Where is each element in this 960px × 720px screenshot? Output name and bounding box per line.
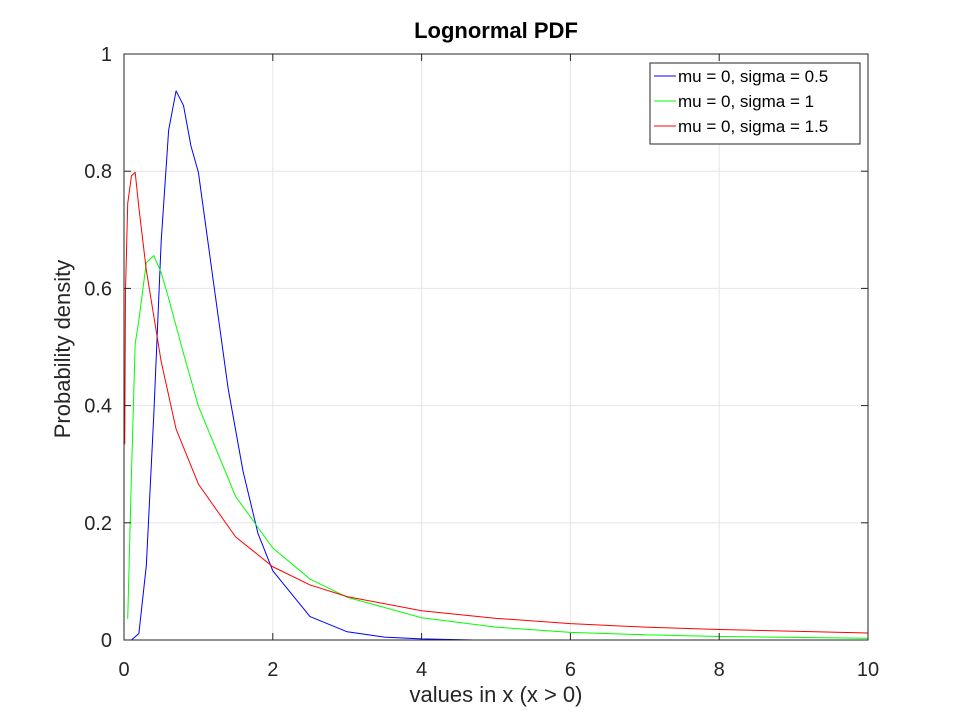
y-tick-label: 0.8 [84,161,112,183]
y-tick-label: 0.2 [84,513,112,535]
legend-label-1: mu = 0, sigma = 0.5 [678,67,828,86]
chart-title: Lognormal PDF [414,18,578,43]
y-axis-label: Probability density [50,260,75,439]
y-tick-label: 0.4 [84,396,112,418]
x-tick-label: 10 [857,659,879,681]
series-line-1 [131,90,474,641]
x-tick-label: 8 [714,659,725,681]
series-line-3 [124,171,869,634]
legend: mu = 0, sigma = 0.5 mu = 0, sigma = 1 mu =… [649,62,861,145]
y-tick-label: 0 [101,630,112,652]
legend-box [649,62,861,145]
legend-label-2: mu = 0, sigma = 1 [678,92,814,111]
x-tick-label: 4 [416,659,427,681]
x-axis-label: values in x (x > 0) [409,682,582,707]
legend-label-3: mu = 0, sigma = 1.5 [678,117,828,136]
x-tick-label: 6 [565,659,576,681]
grid [124,54,868,640]
x-tick-label: 2 [267,659,278,681]
y-tick-label: 1 [101,44,112,66]
series-line-2 [127,255,869,639]
y-tick-label: 0.6 [84,278,112,300]
x-tick-label: 0 [118,659,129,681]
ticks: 0 2 4 6 8 10 0 0.2 0.4 0.6 0.8 1 [84,44,879,681]
plot-frame [123,53,869,641]
series-layer [124,90,869,641]
